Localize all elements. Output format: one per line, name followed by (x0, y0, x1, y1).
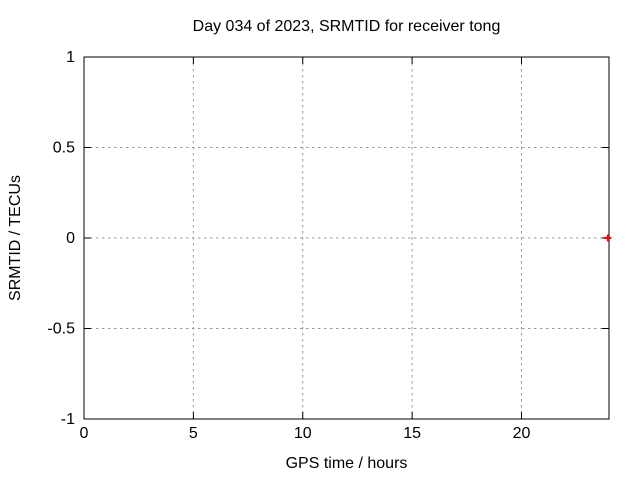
data-points (604, 234, 612, 242)
x-tick-label: 15 (403, 425, 421, 442)
chart-title: Day 034 of 2023, SRMTID for receiver ton… (193, 18, 501, 35)
y-tick-label: 0 (66, 230, 75, 247)
y-axis-label: SRMTID / TECUs (7, 175, 24, 301)
plus-marker (604, 234, 612, 242)
gridlines (84, 57, 609, 419)
axis-ticks (84, 57, 609, 419)
y-tick-label: -1 (61, 411, 75, 428)
y-tick-labels: -1 -0.5 0 0.5 1 (47, 49, 75, 428)
y-tick-label: -0.5 (47, 321, 75, 338)
x-axis-label: GPS time / hours (286, 455, 408, 472)
y-tick-label: 0.5 (53, 140, 75, 157)
x-tick-label: 20 (513, 425, 531, 442)
x-tick-label: 5 (189, 425, 198, 442)
y-tick-label: 1 (66, 49, 75, 66)
x-tick-label: 0 (80, 425, 89, 442)
x-tick-label: 10 (294, 425, 312, 442)
x-tick-labels: 0 5 10 15 20 (80, 425, 531, 442)
